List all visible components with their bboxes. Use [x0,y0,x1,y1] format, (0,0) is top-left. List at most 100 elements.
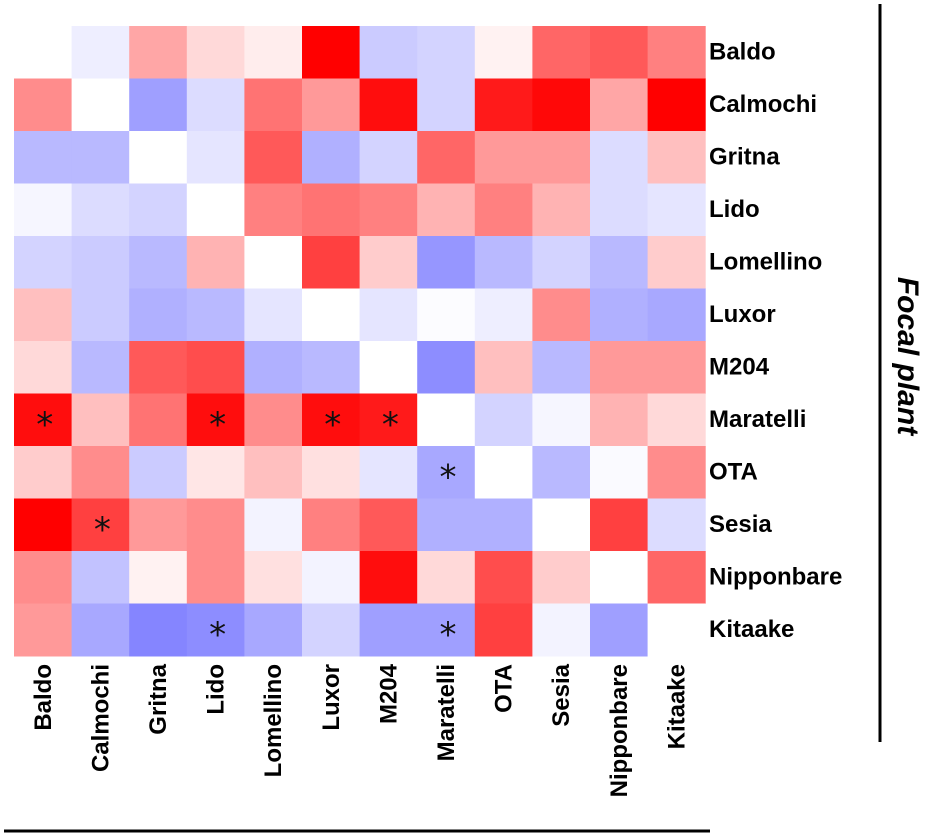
heatmap-cell [71,393,130,447]
heatmap-cell [532,26,591,79]
heatmap-cell [532,393,591,447]
heatmap-cell [14,393,73,447]
heatmap-cell [359,26,418,79]
significance-star: * [209,615,226,655]
column-label: Baldo [30,664,57,731]
heatmap-cell [302,183,361,237]
heatmap-cell [590,288,649,342]
row-label: Lomellino [709,249,822,276]
heatmap-cell [244,551,303,604]
heatmap-cell [647,341,706,394]
heatmap-cell [71,183,130,237]
heatmap-cell [590,498,649,552]
heatmap-cell [71,603,130,657]
heatmap-cell [474,131,533,184]
heatmap-cell [647,446,706,499]
heatmap-cell [359,393,418,447]
heatmap-cell [647,26,706,79]
heatmap-cell [417,78,476,132]
heatmap-cell [129,236,188,289]
heatmap-cell [590,393,649,447]
heatmap-cell [244,78,303,132]
heatmap-cell [14,78,73,132]
y-axis-title: Focal plant [891,277,924,437]
heatmap-cell [417,236,476,289]
heatmap-cell [359,288,418,342]
heatmap-cell [186,78,245,132]
heatmap-cell [302,446,361,499]
heatmap-cell [244,498,303,552]
heatmap-cell [244,393,303,447]
heatmap-cell [417,341,476,394]
row-label: M204 [709,354,770,381]
heatmap-cell [359,551,418,604]
heatmap-cell [244,341,303,394]
heatmap-cell [532,603,591,657]
significance-markers: * * * * * * * * [36,405,456,655]
heatmap-cell [186,446,245,499]
heatmap-cell [532,446,591,499]
heatmap-cell [474,288,533,342]
heatmap-cell [302,498,361,552]
row-label: Sesia [709,511,772,538]
heatmap-cell [474,341,533,394]
heatmap-cell [590,551,649,604]
heatmap-cell [14,446,73,499]
heatmap-cell [14,131,73,184]
heatmap-cell [359,131,418,184]
significance-star: * [324,405,341,445]
heatmap-cell [14,551,73,604]
row-label: OTA [709,459,758,486]
row-label: Luxor [709,301,776,328]
heatmap-cell [129,393,188,447]
heatmap-cell [244,131,303,184]
row-label: Kitaake [709,616,794,643]
heatmap-cell [302,603,361,657]
heatmap-cell [129,551,188,604]
heatmap-cell [302,236,361,289]
heatmap-cell [129,131,188,184]
significance-star: * [94,510,111,550]
heatmap-cell [186,341,245,394]
heatmap-cell [647,288,706,342]
heatmap-cell [244,26,303,79]
heatmap-cell [129,26,188,79]
heatmap-cell [532,78,591,132]
heatmap-cell [129,78,188,132]
heatmap-cell [647,603,706,657]
heatmap-cell [186,393,245,447]
heatmap-cell [244,183,303,237]
column-label: Nipponbare [606,664,633,797]
column-label: Gritna [145,663,172,734]
heatmap-cell [244,288,303,342]
heatmap-cell [532,236,591,289]
heatmap-cell [590,78,649,132]
heatmap-cell [647,498,706,552]
heatmap-cell [590,603,649,657]
significance-star: * [440,457,457,497]
heatmap-cell [359,498,418,552]
heatmap-cell [129,288,188,342]
heatmap-cell [186,26,245,79]
column-label: Sesia [548,663,575,726]
heatmap-cell [129,603,188,657]
heatmap-cell [71,551,130,604]
column-label: Lido [203,664,230,715]
heatmap-cell [14,236,73,289]
heatmap-cell [186,183,245,237]
column-label: OTA [491,664,518,713]
heatmap-cell [647,78,706,132]
heatmap-cell [302,131,361,184]
heatmap-cell [71,288,130,342]
heatmap-cell [71,341,130,394]
heatmap-cell [71,498,130,552]
heatmap-cell [474,498,533,552]
row-label: Calmochi [709,91,817,118]
heatmap-cell [186,603,245,657]
heatmap-cell [474,393,533,447]
heatmap-cell [359,183,418,237]
heatmap-cell [532,498,591,552]
heatmap-cell [532,183,591,237]
heatmap-cell [186,288,245,342]
heatmap-cell [129,183,188,237]
